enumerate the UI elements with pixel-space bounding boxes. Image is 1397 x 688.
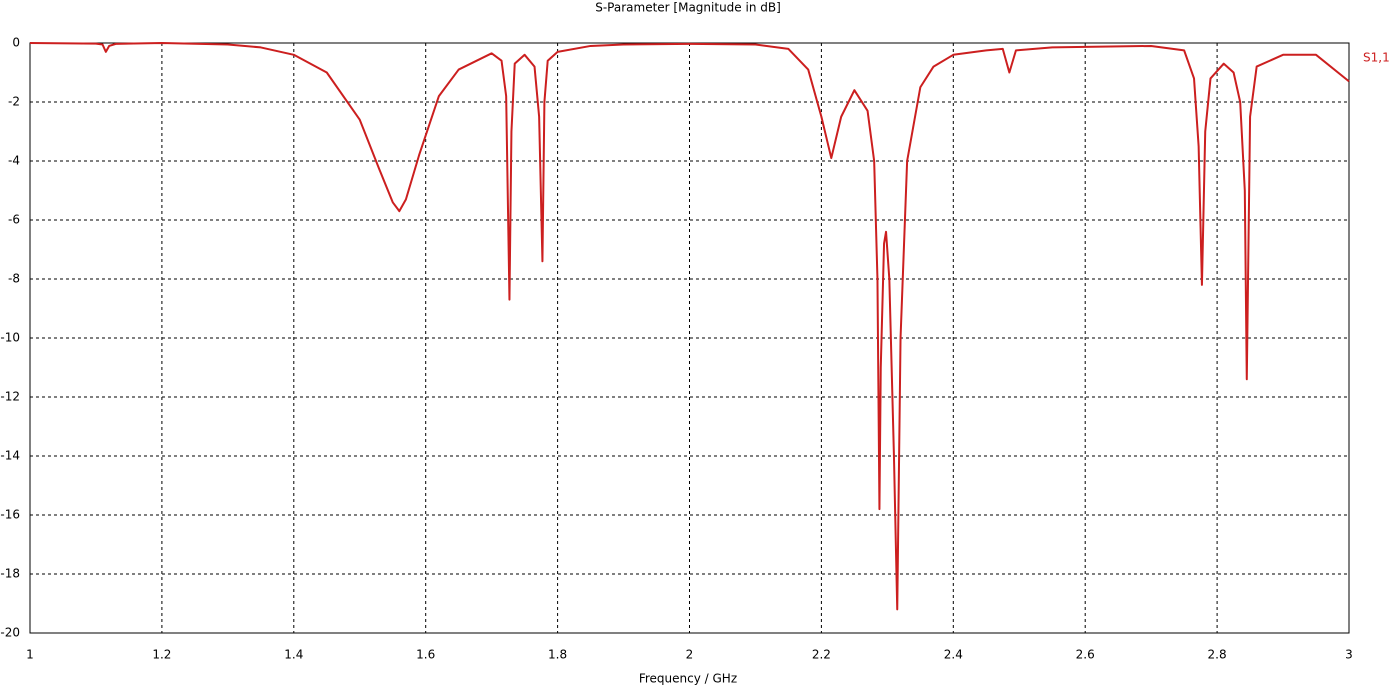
y-tick-label: -10	[0, 331, 20, 345]
y-tick-label: -16	[0, 508, 20, 522]
y-tick-label: -8	[8, 272, 20, 286]
x-tick-label: 1.4	[284, 648, 303, 662]
legend-entry: S1,1	[1363, 51, 1390, 65]
x-tick-label: 2.2	[812, 648, 831, 662]
chart-title: S-Parameter [Magnitude in dB]	[595, 1, 781, 15]
y-tick-label: 0	[12, 36, 20, 50]
x-tick-label: 1.6	[416, 648, 435, 662]
series-line	[29, 42, 1350, 611]
x-tick-label: 3	[1345, 648, 1353, 662]
x-axis-label: Frequency / GHz	[639, 672, 737, 686]
x-tick-label: 1	[26, 648, 34, 662]
y-tick-label: -2	[8, 95, 20, 109]
x-tick-label: 2.8	[1208, 648, 1227, 662]
x-tick-label: 2	[686, 648, 694, 662]
y-tick-label: -20	[0, 626, 20, 640]
x-tick-label: 1.2	[152, 648, 171, 662]
y-tick-label: -6	[8, 213, 20, 227]
x-tick-label: 2.4	[944, 648, 963, 662]
y-tick-label: -4	[8, 154, 20, 168]
y-tick-label: -12	[0, 390, 20, 404]
x-tick-label: 1.8	[548, 648, 567, 662]
x-tick-label: 2.6	[1076, 648, 1095, 662]
y-tick-label: -18	[0, 567, 20, 581]
y-tick-label: -14	[0, 449, 20, 463]
